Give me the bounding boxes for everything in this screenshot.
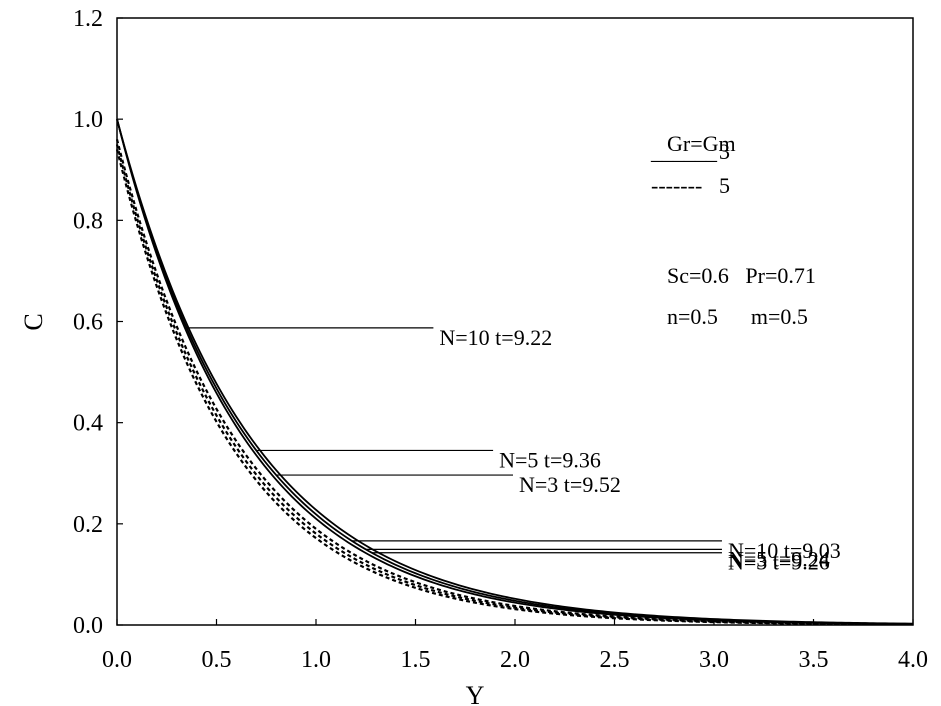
annotation-label-1: N=10 t=9.22 [439,325,552,350]
x-ticks: 0.0 0.5 1.0 1.5 2.0 2.5 3.0 3.5 4.0 [102,619,928,673]
annotation-label-5: N=5 t=9.24 [728,546,830,571]
legend-item-solid-value: 3 [719,139,730,164]
y-tick-label: 1.2 [73,6,103,32]
annotation-label-3: N=3 t=9.52 [519,472,621,497]
legend-item-dashed-value: 5 [719,173,730,198]
y-ticks: 0.0 0.2 0.4 0.6 0.8 1.0 1.2 [73,6,123,639]
legend-title: Gr=Gm [667,131,736,156]
x-tick-label: 3.0 [699,647,729,673]
curves-group [115,118,914,626]
x-tick-label: 2.0 [500,647,530,673]
params-line-1: Sc=0.6 Pr=0.71 [667,263,816,288]
y-tick-label: 0.8 [73,208,103,234]
y-tick-label: 1.0 [73,107,103,133]
x-axis-label: Y [466,681,485,706]
x-tick-label: 3.5 [799,647,829,673]
legend-item-dashed-line: ------- [651,173,702,198]
y-tick-label: 0.2 [73,512,103,538]
x-tick-label: 2.5 [600,647,630,673]
y-axis-label: C [19,313,48,330]
legend-item-solid-line: ______ [650,139,718,164]
annotation-label-4: N=10 t=9.03 [728,538,841,563]
x-tick-label: 1.5 [401,647,431,673]
series-line-6 [115,149,914,626]
annotation-label-6: N=3 t=9.26 [728,550,830,575]
params-line-2: n=0.5 m=0.5 [667,304,808,329]
y-tick-label: 0.6 [73,310,103,336]
y-tick-label: 0.4 [73,411,103,437]
x-tick-label: 0.5 [202,647,232,673]
annotation-label-2: N=5 t=9.36 [499,447,601,472]
annotations-group: N=10 t=9.22 N=5 t=9.36N=3 t=9.52 N=10 t=9.… [186,325,841,575]
y-tick-label: 0.0 [73,613,103,639]
x-tick-label: 0.0 [102,647,132,673]
x-tick-label: 1.0 [301,647,331,673]
x-tick-label: 4.0 [898,647,928,673]
